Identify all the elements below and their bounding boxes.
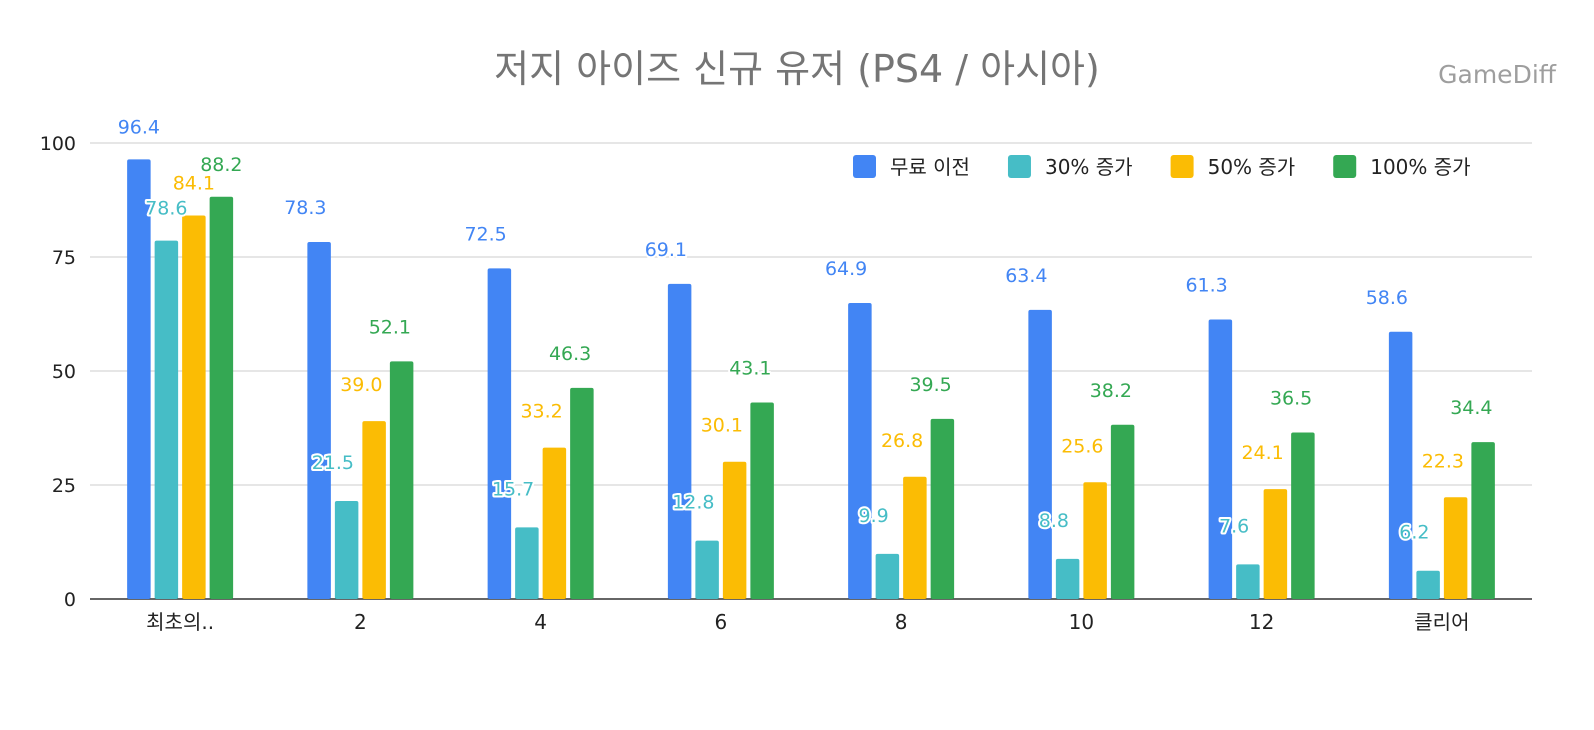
- x-tick-label: 4: [534, 610, 547, 634]
- bar: [1263, 489, 1288, 599]
- y-tick-label: 25: [52, 475, 76, 497]
- bar: [154, 240, 179, 600]
- data-label: 96.4: [118, 116, 160, 138]
- bar: [389, 361, 414, 599]
- bar: [182, 215, 206, 599]
- data-label: 61.3: [1185, 274, 1227, 296]
- watermark: GameDiff: [1438, 60, 1556, 89]
- legend-label: 30% 증가: [1045, 155, 1133, 179]
- data-label: 12.8: [672, 492, 714, 514]
- y-tick-label: 0: [64, 589, 76, 611]
- data-label: 39.5: [909, 374, 951, 396]
- data-label: 30.1: [701, 415, 743, 437]
- bar: [1443, 497, 1468, 599]
- legend-swatch: [1007, 155, 1031, 178]
- bar: [1236, 564, 1260, 599]
- bar: [362, 421, 386, 599]
- data-label: 43.1: [729, 357, 771, 379]
- bar: [542, 447, 567, 599]
- data-label: 88.2: [200, 154, 242, 176]
- data-label: 21.5: [312, 452, 354, 474]
- bar: [127, 159, 151, 599]
- data-label: 7.6: [1219, 515, 1249, 537]
- legend-label: 100% 증가: [1370, 155, 1470, 179]
- legend-swatch: [1333, 155, 1357, 178]
- bar: [1388, 331, 1413, 599]
- bar: [1055, 558, 1080, 599]
- x-tick-label: 6: [715, 610, 728, 634]
- y-tick-label: 50: [52, 361, 76, 383]
- x-tick-label: 10: [1069, 610, 1094, 634]
- data-label: 38.2: [1090, 380, 1132, 402]
- data-label: 15.7: [492, 478, 534, 500]
- legend-swatch: [1170, 155, 1194, 178]
- bar: [667, 283, 692, 599]
- bar: [487, 268, 512, 599]
- data-label: 63.4: [1005, 265, 1047, 287]
- data-label: 58.6: [1366, 287, 1408, 309]
- data-label: 24.1: [1241, 442, 1283, 464]
- bar: [1083, 482, 1107, 599]
- legend-label: 무료 이전: [890, 155, 970, 179]
- data-label: 34.4: [1450, 397, 1492, 419]
- bar: [722, 461, 747, 599]
- data-label: 84.1: [173, 173, 215, 195]
- data-label: 6.2: [1399, 522, 1429, 544]
- x-tick-label: 2: [354, 610, 367, 634]
- bar: [1416, 570, 1440, 599]
- data-label: 64.9: [825, 258, 867, 280]
- data-label: 52.1: [369, 316, 411, 338]
- bar: [307, 241, 331, 599]
- data-label: 33.2: [520, 401, 562, 423]
- x-tick-label: 클리어: [1414, 610, 1469, 634]
- x-tick-label: 최초의..: [146, 610, 214, 634]
- data-label: 8.8: [1039, 510, 1069, 532]
- data-label: 9.9: [859, 505, 889, 527]
- data-label: 72.5: [464, 223, 506, 245]
- x-tick-label: 12: [1249, 610, 1274, 634]
- chart-title: 저지 아이즈 신규 유저 (PS4 / 아시아): [494, 47, 1100, 91]
- bar: [1028, 309, 1052, 599]
- bar: [334, 500, 359, 599]
- bar: [1110, 424, 1135, 599]
- bar: [1291, 432, 1315, 599]
- bar: [848, 303, 872, 599]
- legend-label: 50% 증가: [1208, 155, 1296, 179]
- bar: [930, 418, 955, 599]
- data-label: 25.6: [1061, 435, 1103, 457]
- data-label: 46.3: [549, 343, 591, 365]
- bar: [903, 476, 927, 599]
- bar: [750, 402, 774, 599]
- data-label: 36.5: [1270, 388, 1312, 410]
- legend-swatch: [853, 155, 876, 178]
- y-tick-label: 100: [40, 133, 76, 155]
- bar: [695, 540, 719, 599]
- y-tick-label: 75: [52, 247, 76, 269]
- bar: [515, 527, 539, 599]
- bar: [1471, 442, 1495, 599]
- data-label: 78.6: [145, 198, 187, 220]
- data-label: 22.3: [1422, 450, 1464, 472]
- data-label: 26.8: [881, 430, 923, 452]
- bar: [875, 553, 900, 599]
- data-label: 69.1: [645, 239, 687, 261]
- bar: [570, 387, 594, 599]
- bar: [209, 196, 234, 600]
- data-label: 39.0: [340, 374, 382, 396]
- data-label: 78.3: [284, 197, 326, 219]
- bar: [1208, 319, 1233, 599]
- x-tick-label: 8: [895, 610, 908, 634]
